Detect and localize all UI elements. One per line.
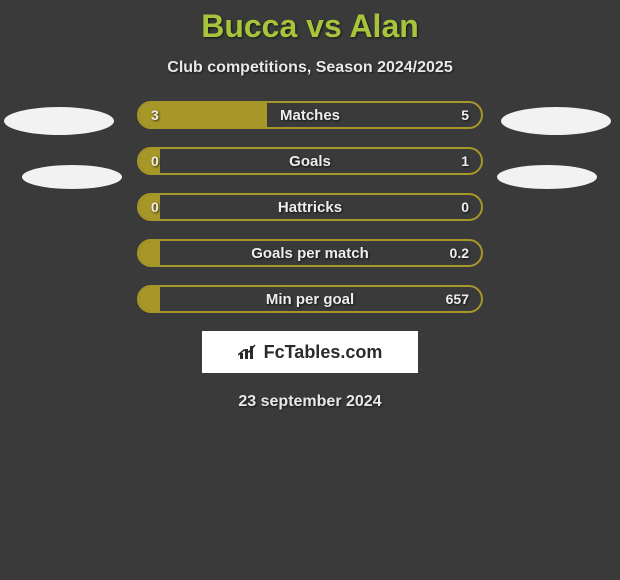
stat-label: Matches xyxy=(139,103,481,127)
player-badge-left-1 xyxy=(4,107,114,135)
stat-label: Min per goal xyxy=(139,287,481,311)
stat-bar: 3Matches5 xyxy=(137,101,483,129)
site-logo: FcTables.com xyxy=(238,342,383,363)
stat-value-right: 0 xyxy=(461,195,469,219)
stat-bar: 0Goals1 xyxy=(137,147,483,175)
stat-label: Hattricks xyxy=(139,195,481,219)
date-line: 23 september 2024 xyxy=(0,393,620,411)
stat-label: Goals per match xyxy=(139,241,481,265)
comparison-card: Bucca vs Alan Club competitions, Season … xyxy=(0,0,620,411)
stat-label: Goals xyxy=(139,149,481,173)
stat-value-right: 1 xyxy=(461,149,469,173)
left-badge-column xyxy=(4,101,119,189)
right-badge-column xyxy=(501,101,616,189)
subtitle: Club competitions, Season 2024/2025 xyxy=(0,59,620,77)
player-badge-left-2 xyxy=(22,165,122,189)
stats-area: 3Matches50Goals10Hattricks0Goals per mat… xyxy=(0,101,620,313)
stat-value-right: 0.2 xyxy=(450,241,469,265)
chart-icon xyxy=(238,343,260,361)
stat-bars: 3Matches50Goals10Hattricks0Goals per mat… xyxy=(137,101,483,313)
stat-bar: 0Hattricks0 xyxy=(137,193,483,221)
stat-bar: Min per goal657 xyxy=(137,285,483,313)
logo-box: FcTables.com xyxy=(202,331,418,373)
page-title: Bucca vs Alan xyxy=(0,8,620,45)
stat-value-right: 657 xyxy=(446,287,469,311)
stat-bar: Goals per match0.2 xyxy=(137,239,483,267)
player-badge-right-2 xyxy=(497,165,597,189)
stat-value-right: 5 xyxy=(461,103,469,127)
player-badge-right-1 xyxy=(501,107,611,135)
logo-label: FcTables.com xyxy=(264,342,383,363)
